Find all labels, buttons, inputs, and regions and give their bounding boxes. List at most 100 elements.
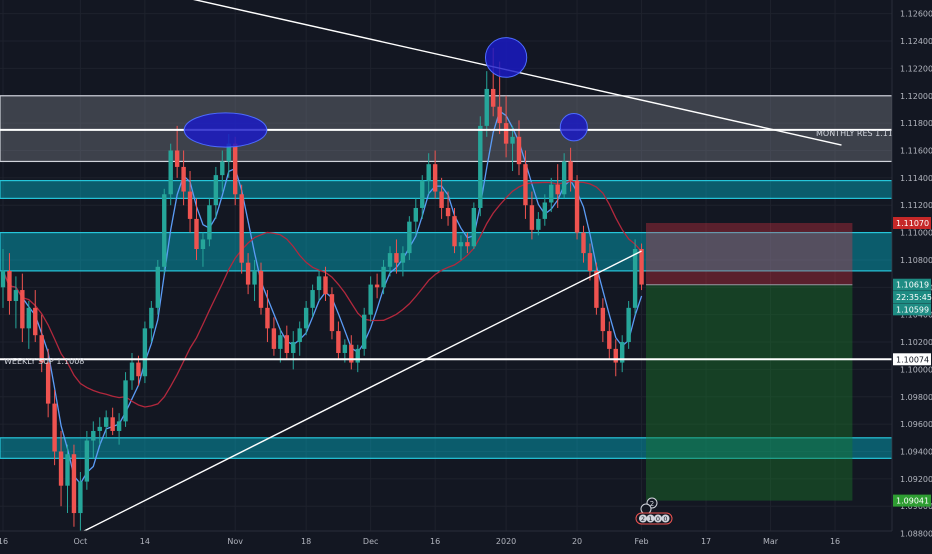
candle-body bbox=[503, 123, 509, 144]
candle-body bbox=[497, 106, 502, 124]
candle-body bbox=[478, 125, 483, 208]
candle-body bbox=[374, 284, 380, 288]
candle-body bbox=[7, 270, 12, 301]
event-count: 0 bbox=[656, 515, 660, 523]
candle-body bbox=[116, 421, 122, 431]
lower-high-ellipse[interactable] bbox=[559, 113, 588, 142]
candle-body bbox=[168, 150, 173, 195]
time-tick-label: 16 bbox=[0, 537, 8, 546]
swing-high-ellipse[interactable] bbox=[484, 37, 528, 78]
candle-body bbox=[155, 266, 160, 308]
candle-body bbox=[71, 454, 77, 514]
candle-body bbox=[181, 166, 186, 192]
candle-body bbox=[587, 253, 593, 271]
candle-body bbox=[458, 242, 464, 247]
current-price-label: 1.10619 bbox=[893, 278, 931, 291]
candle-body bbox=[0, 270, 6, 288]
price-tick-label: 1.09200 bbox=[900, 475, 932, 484]
candle-body bbox=[271, 328, 277, 349]
ascending-trendline[interactable] bbox=[80, 250, 642, 534]
candle-body bbox=[600, 307, 606, 332]
candle-body bbox=[26, 307, 31, 329]
candle-body bbox=[194, 218, 199, 250]
candle-body bbox=[549, 184, 554, 203]
price-tick-label: 1.11600 bbox=[900, 146, 932, 155]
candle-body bbox=[252, 270, 257, 285]
candle-body bbox=[362, 314, 367, 349]
candle-body bbox=[342, 344, 348, 353]
take-profit-price-label: 1.09041 bbox=[893, 494, 931, 507]
candle-body bbox=[200, 239, 206, 250]
candle-body bbox=[78, 481, 83, 514]
slow-moving-average-line bbox=[2, 180, 643, 408]
candle-body bbox=[536, 218, 541, 230]
candle-body bbox=[426, 164, 431, 181]
price-tick-label: 1.12000 bbox=[900, 92, 932, 101]
monthly-res-annotation: MONTHLY RES 1.1175 bbox=[816, 129, 903, 138]
candle-body bbox=[471, 207, 477, 247]
candle-body bbox=[394, 253, 399, 263]
countdown-label: 22:35:45 bbox=[893, 291, 932, 304]
candle-body bbox=[20, 290, 25, 329]
candle-body bbox=[52, 403, 57, 452]
candle-body bbox=[13, 290, 19, 301]
candle-body bbox=[207, 205, 212, 240]
candle-body bbox=[420, 180, 425, 208]
candle-body bbox=[568, 161, 573, 181]
price-label-background bbox=[893, 217, 931, 230]
price-tick-label: 1.11800 bbox=[900, 119, 932, 128]
candle-body bbox=[594, 270, 599, 308]
candle-body bbox=[626, 307, 631, 343]
trade-setup[interactable] bbox=[646, 223, 853, 501]
candle-body bbox=[336, 331, 341, 353]
candle-body bbox=[542, 202, 547, 219]
price-tick-label: 1.09800 bbox=[900, 393, 932, 402]
candle-body bbox=[523, 164, 528, 206]
candle-body bbox=[84, 440, 90, 482]
time-tick-label: Dec bbox=[363, 537, 378, 546]
event-circle bbox=[661, 514, 670, 523]
chart-annotations: MONTHLY RES 1.1175 WEEKLY SUP 1.1008 bbox=[4, 129, 903, 366]
time-tick-label: 18 bbox=[301, 537, 311, 546]
double-top-ellipse[interactable] bbox=[183, 112, 268, 148]
resistance-teal-zone bbox=[0, 179, 893, 199]
candle-body bbox=[400, 253, 406, 263]
price-tick-label: 1.09400 bbox=[900, 447, 932, 456]
stop-loss-zone[interactable] bbox=[646, 223, 853, 285]
take-profit-zone[interactable] bbox=[646, 284, 853, 501]
candle-body bbox=[452, 216, 457, 247]
candle-body bbox=[104, 417, 109, 427]
time-axis-ticks: 16 Oct 14 Nov 18 Dec 16 2020 20 Feb 17 Mar 16 bbox=[0, 537, 840, 546]
candle-body bbox=[284, 335, 289, 353]
price-axis-labels: 1.11070 1.10619 22:35:45 1.10599 1.10074 1.09… bbox=[893, 217, 932, 507]
candle-body bbox=[162, 194, 167, 267]
price-tick-label: 1.09000 bbox=[900, 502, 932, 511]
event-circle bbox=[654, 514, 662, 523]
candle-body bbox=[45, 362, 51, 404]
candle-body bbox=[639, 249, 644, 285]
time-tick-label: 17 bbox=[701, 537, 711, 546]
candle-body bbox=[491, 88, 496, 107]
time-tick-label: 16 bbox=[830, 537, 840, 546]
candle-body bbox=[291, 342, 296, 353]
time-tick-label: Nov bbox=[227, 537, 243, 546]
price-label-text: 1.11070 bbox=[896, 219, 929, 228]
candle-body bbox=[620, 342, 625, 363]
event-count: 0 bbox=[663, 515, 667, 523]
time-axis-background[interactable] bbox=[0, 531, 932, 550]
time-tick-label: 20 bbox=[572, 537, 582, 546]
highlight-ellipses[interactable] bbox=[183, 37, 588, 148]
event-markers[interactable]: 22 1 0 0 bbox=[635, 497, 673, 525]
candle-body bbox=[632, 249, 638, 308]
candle-body bbox=[574, 180, 580, 233]
price-axis-background[interactable] bbox=[892, 0, 932, 550]
candle-body bbox=[510, 136, 515, 144]
price-tick-label: 1.09600 bbox=[900, 420, 932, 429]
price-label-text: 1.10619 bbox=[896, 281, 929, 290]
price-label-background bbox=[893, 291, 931, 304]
candle-body bbox=[97, 426, 102, 431]
